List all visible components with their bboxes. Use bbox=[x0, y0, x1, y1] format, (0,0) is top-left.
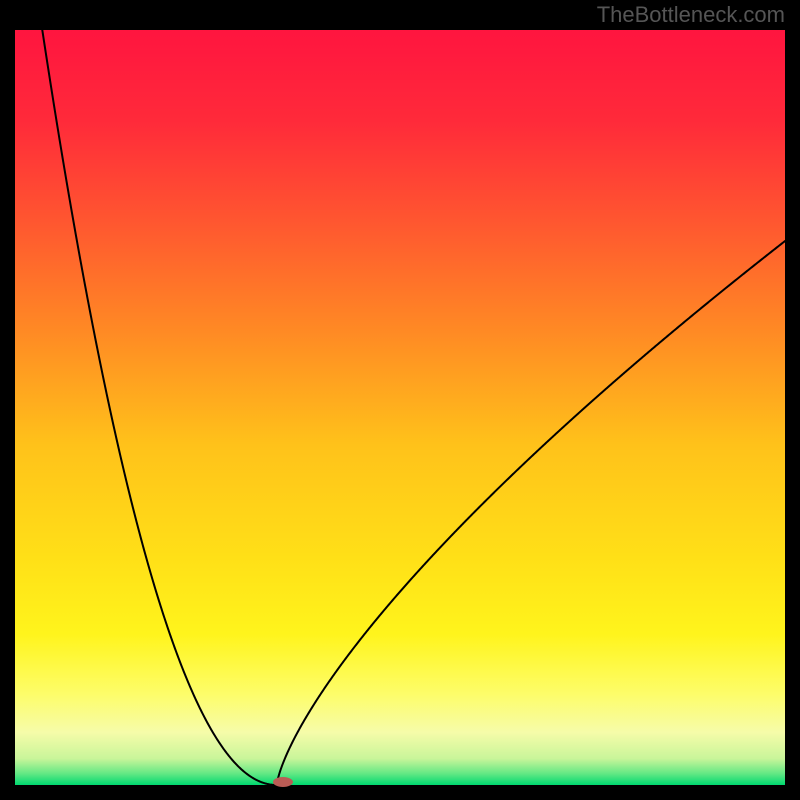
optimal-point-marker bbox=[273, 777, 293, 787]
bottleneck-chart: TheBottleneck.com bbox=[0, 0, 800, 800]
plot-area bbox=[15, 30, 785, 785]
chart-container: TheBottleneck.com bbox=[0, 0, 800, 800]
watermark-text: TheBottleneck.com bbox=[597, 2, 785, 27]
